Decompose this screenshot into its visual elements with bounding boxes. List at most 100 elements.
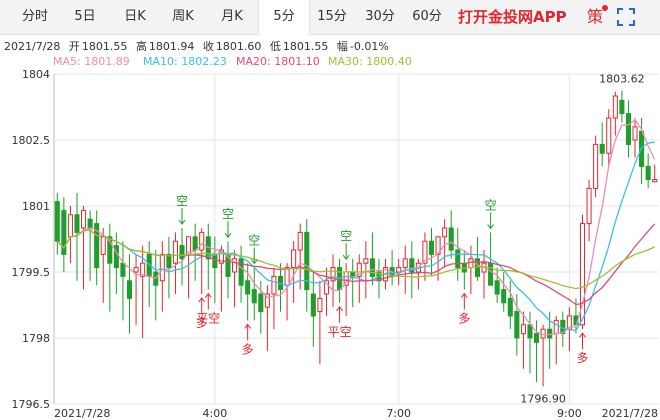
candle-body	[245, 280, 251, 295]
candle-body	[133, 267, 139, 273]
signal-label-close-short: 平空	[328, 325, 352, 339]
candle-body	[547, 328, 553, 339]
ma5-line	[56, 118, 656, 336]
x-tick-label: 9:00	[557, 407, 582, 420]
candle-body	[258, 293, 264, 313]
y-tick-label: 1796.5	[12, 398, 51, 411]
candle-body	[468, 258, 474, 269]
candle-body	[645, 165, 651, 181]
candle-body	[126, 280, 133, 299]
candle-body	[304, 231, 310, 291]
signal-arrowhead	[487, 224, 494, 230]
candle-body	[363, 258, 369, 264]
info-change-label: 幅	[336, 40, 348, 53]
info-high-label: 高	[135, 40, 147, 53]
candle-body	[494, 280, 500, 295]
candle-body	[251, 289, 257, 304]
candle-body	[428, 240, 435, 255]
fullscreen-icon[interactable]	[616, 0, 636, 34]
candle-body	[652, 179, 658, 183]
info-open-label: 开	[68, 40, 80, 53]
ma5-legend: MA5: 1801.89	[53, 55, 130, 68]
high-annotation: 1803.62	[599, 73, 645, 86]
candle-body	[264, 293, 270, 308]
candle-body	[534, 333, 540, 343]
info-change: -0.01%	[349, 40, 389, 53]
ohlc-info-row: 2021/7/28 开 1801.55 高 1801.94 收 1801.60 低 18…	[0, 40, 394, 54]
candle-body	[218, 249, 224, 264]
candle-body	[488, 262, 494, 286]
period-tab-bar: 分时 5日 日K 周K 月K 5分 15分 30分 60分 打开金投网APP 策	[0, 0, 660, 35]
candle-body	[442, 227, 448, 238]
candle-body	[172, 240, 178, 264]
tab-weekly-k[interactable]: 周K	[172, 9, 194, 24]
candle-body	[291, 249, 297, 269]
candle-body	[284, 267, 290, 286]
candle-body	[527, 324, 533, 339]
tab-monthly-k[interactable]: 月K	[221, 9, 243, 24]
ma10-legend: MA10: 1802.23	[143, 55, 227, 68]
candle-body	[192, 236, 198, 251]
info-close: 1801.60	[215, 40, 262, 53]
candle-body	[179, 245, 185, 260]
y-tick-label: 1801	[22, 200, 50, 213]
signal-arrowhead	[204, 292, 212, 298]
info-low-label: 低	[269, 40, 281, 53]
signal-label-short: 空	[248, 234, 260, 248]
tab-60min[interactable]: 60分	[412, 9, 442, 24]
tab-5day[interactable]: 5日	[74, 9, 96, 24]
candle-body	[100, 236, 106, 255]
ma30-legend: MA30: 1800.40	[328, 55, 412, 68]
candle-body	[409, 258, 415, 273]
signal-label-long: 多	[576, 351, 588, 365]
candle-body	[593, 143, 599, 189]
candle-body	[606, 117, 612, 154]
info-open: 1801.55	[81, 40, 128, 53]
candle-body	[396, 267, 402, 273]
low-annotation: 1796.90	[520, 392, 566, 405]
tab-15min[interactable]: 15分	[317, 9, 347, 24]
candle-body	[81, 209, 87, 229]
signal-label-long: 多	[242, 342, 254, 356]
strategy-button[interactable]: 策	[587, 7, 604, 26]
signal-arrowhead	[579, 332, 586, 338]
y-tick-label: 1798	[22, 332, 50, 345]
candle-body	[330, 267, 336, 282]
candle-body	[599, 143, 605, 154]
x-tick-label: 2021/7/28	[602, 407, 658, 420]
tab-timeshare[interactable]: 分时	[21, 9, 48, 24]
signal-arrowhead	[198, 297, 206, 303]
info-high: 1801.94	[148, 40, 195, 53]
candle-body	[579, 223, 586, 326]
signal-label-short: 空	[340, 229, 352, 243]
candle-body	[238, 258, 244, 286]
signal-arrowhead	[342, 254, 350, 261]
tab-daily-k[interactable]: 日K	[124, 9, 146, 24]
candle-body	[350, 271, 356, 277]
x-tick-label: 2021/7/28	[54, 407, 110, 420]
candle-body	[87, 218, 93, 229]
candle-body	[297, 231, 303, 251]
candle-body	[323, 280, 329, 295]
open-app-link[interactable]: 打开金投网APP	[458, 8, 567, 26]
signal-arrowhead	[224, 232, 232, 239]
notification-dot	[602, 5, 608, 11]
candle-body	[369, 258, 375, 277]
candle-body	[317, 297, 323, 313]
y-tick-label: 1799.5	[12, 266, 51, 279]
tab-5min[interactable]: 5分	[258, 0, 310, 35]
candle-body	[166, 253, 172, 269]
candle-body	[402, 258, 408, 269]
ma30-line	[56, 229, 655, 290]
tab-30min[interactable]: 30分	[365, 9, 395, 24]
ma20-legend: MA20: 1801.10	[236, 55, 320, 68]
candle-body	[310, 293, 316, 317]
candle-body	[501, 289, 507, 304]
candle-body	[212, 253, 218, 269]
candle-body	[107, 236, 113, 264]
info-close-label: 收	[202, 40, 214, 53]
y-tick-label: 1802.5	[12, 134, 51, 147]
candle-body	[586, 187, 592, 225]
candle-body	[632, 126, 638, 141]
candle-body	[271, 275, 277, 295]
